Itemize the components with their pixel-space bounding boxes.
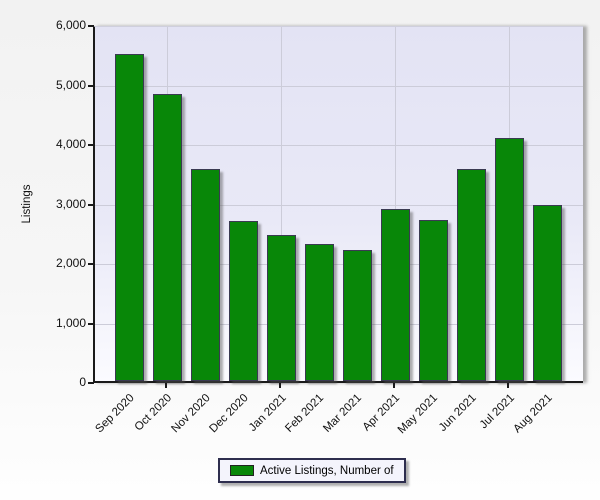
bar-oct-2020 bbox=[152, 94, 182, 381]
bar-nov-2020 bbox=[190, 169, 220, 381]
x-tick-mark bbox=[507, 383, 509, 388]
y-tick-mark bbox=[88, 263, 94, 265]
y-tick-label: 4,000 bbox=[55, 137, 86, 151]
y-tick-label: 0 bbox=[79, 375, 86, 389]
plot-area bbox=[93, 26, 583, 383]
h-gridline bbox=[95, 204, 583, 206]
v-gridline bbox=[281, 27, 282, 381]
bar-dec-2020 bbox=[228, 220, 258, 381]
y-tick-label: 6,000 bbox=[55, 18, 86, 32]
bar-feb-2021 bbox=[304, 244, 334, 381]
y-tick-mark bbox=[88, 322, 94, 325]
legend-swatch-icon bbox=[230, 465, 254, 476]
x-tick-mark bbox=[279, 383, 281, 388]
bar-sep-2020 bbox=[114, 53, 144, 381]
y-tick-label: 2,000 bbox=[55, 256, 86, 270]
bar-apr-2021 bbox=[380, 209, 410, 381]
v-gridline bbox=[395, 27, 396, 381]
bar-jan-2021 bbox=[266, 234, 296, 381]
x-tick-mark bbox=[165, 383, 167, 388]
y-tick-mark bbox=[88, 84, 94, 87]
bar-jul-2021 bbox=[494, 137, 524, 381]
h-gridline bbox=[95, 85, 583, 87]
bar-aug-2021 bbox=[532, 205, 562, 381]
y-tick-mark bbox=[88, 144, 94, 146]
h-gridline bbox=[95, 264, 583, 265]
legend: Active Listings, Number of bbox=[218, 458, 406, 483]
y-tick-mark bbox=[88, 25, 94, 27]
y-tick-label: 5,000 bbox=[55, 77, 86, 92]
y-tick-label: 3,000 bbox=[55, 196, 86, 211]
h-gridline bbox=[95, 145, 583, 146]
y-tick-label: 1,000 bbox=[55, 315, 86, 330]
bar-may-2021 bbox=[418, 220, 448, 381]
y-tick-mark bbox=[88, 203, 94, 206]
bar-mar-2021 bbox=[342, 250, 372, 381]
legend-label: Active Listings, Number of bbox=[260, 464, 394, 477]
h-gridline bbox=[95, 323, 583, 325]
bar-jun-2021 bbox=[456, 169, 486, 381]
y-tick-mark bbox=[88, 382, 94, 384]
x-tick-mark bbox=[393, 383, 395, 388]
